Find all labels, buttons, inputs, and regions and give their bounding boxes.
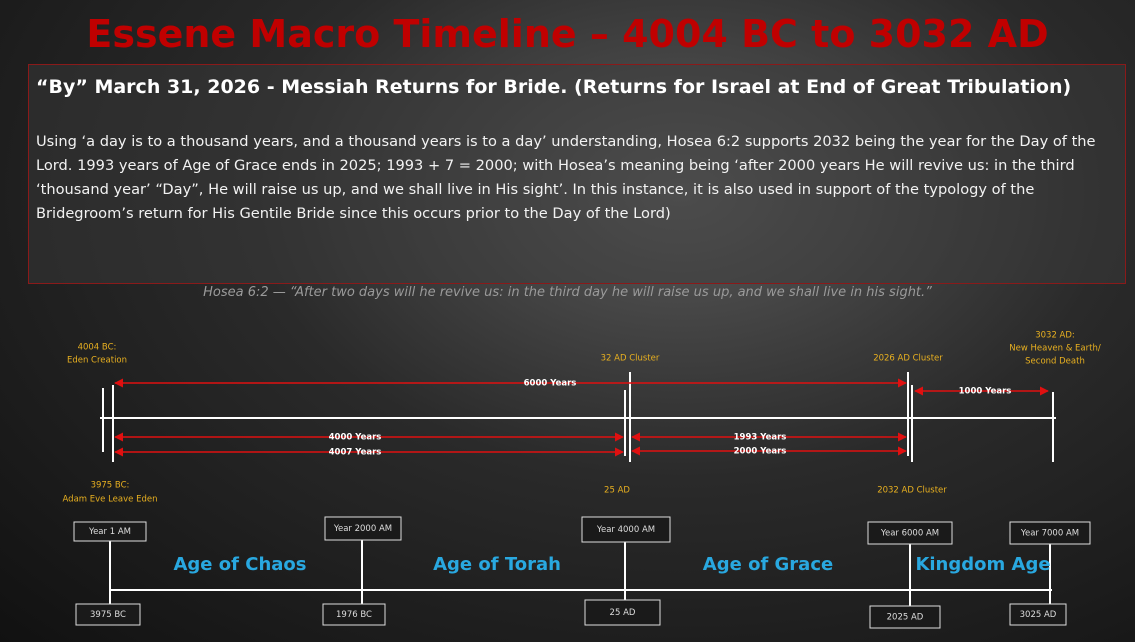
age-label: Age of Chaos bbox=[173, 554, 306, 575]
date-box-label: 25 AD bbox=[610, 608, 636, 618]
point-label: 32 AD Cluster bbox=[601, 354, 660, 364]
text-box bbox=[28, 64, 1126, 284]
quote: Hosea 6:2 — “After two days will he revi… bbox=[203, 285, 932, 300]
year-box-label: Year 1 AM bbox=[88, 527, 131, 537]
year-box bbox=[867, 521, 953, 545]
span-label: 4007 Years bbox=[329, 448, 382, 458]
date-box bbox=[322, 603, 386, 626]
span-label: 1000 Years bbox=[959, 387, 1012, 397]
date-box bbox=[584, 599, 661, 626]
age-label: Kingdom Age bbox=[915, 554, 1050, 575]
year-box bbox=[581, 516, 671, 543]
date-box-label: 3975 BC bbox=[90, 610, 126, 620]
point-label: 3032 AD: bbox=[1035, 331, 1075, 341]
point-label: 2026 AD Cluster bbox=[873, 354, 943, 364]
paragraph: Using ‘a day is to a thousand years, and… bbox=[36, 133, 1096, 222]
title: Essene Macro Timeline – 4004 BC to 3032 … bbox=[86, 12, 1049, 56]
point-label: New Heaven & Earth/ bbox=[1009, 344, 1101, 354]
date-box-label: 3025 AD bbox=[1020, 610, 1057, 620]
span-label: 2000 Years bbox=[734, 447, 787, 457]
date-box bbox=[1009, 603, 1067, 626]
age-label: Age of Torah bbox=[433, 554, 561, 575]
year-box bbox=[1009, 521, 1091, 545]
point-label: 3975 BC: bbox=[91, 481, 130, 491]
year-box-label: Year 2000 AM bbox=[333, 524, 392, 534]
point-label: Adam Eve Leave Eden bbox=[63, 495, 158, 505]
year-box-label: Year 7000 AM bbox=[1020, 529, 1079, 539]
heading: “By” March 31, 2026 - Messiah Returns fo… bbox=[36, 76, 1072, 98]
span-label: 6000 Years bbox=[524, 379, 577, 389]
point-label: 4004 BC: bbox=[78, 343, 117, 353]
date-box bbox=[869, 605, 941, 629]
span-label: 4000 Years bbox=[329, 433, 382, 443]
point-label: Second Death bbox=[1025, 357, 1085, 367]
year-box bbox=[324, 516, 402, 541]
point-label: Eden Creation bbox=[67, 356, 127, 366]
year-box-label: Year 6000 AM bbox=[880, 529, 939, 539]
date-box-label: 1976 BC bbox=[336, 610, 372, 620]
point-label: 25 AD bbox=[604, 486, 630, 496]
span-label: 1993 Years bbox=[734, 433, 787, 443]
date-box bbox=[75, 603, 141, 626]
date-box-label: 2025 AD bbox=[887, 613, 924, 623]
year-box bbox=[73, 521, 147, 542]
year-box-label: Year 4000 AM bbox=[596, 525, 655, 535]
age-label: Age of Grace bbox=[703, 554, 833, 575]
point-label: 2032 AD Cluster bbox=[877, 486, 947, 496]
